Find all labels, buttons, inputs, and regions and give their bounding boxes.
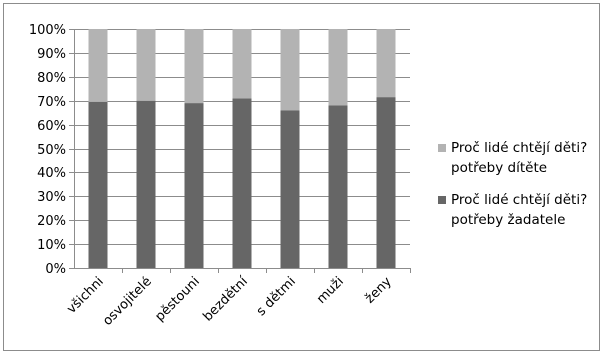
y-tick-label: 40% [37, 166, 66, 181]
bar-segment [88, 29, 108, 102]
y-tick-label: 0% [45, 262, 66, 277]
bar-segment [328, 29, 348, 106]
bar-segment [376, 29, 396, 98]
bar-segment [136, 29, 156, 101]
y-tick-label: 10% [37, 238, 66, 253]
bar-segment [232, 29, 252, 99]
legend-label: potřeby dítěte [451, 160, 547, 176]
y-tick-label: 70% [37, 95, 66, 110]
bar-segment [136, 100, 156, 268]
legend-swatch [438, 144, 446, 152]
legend-label: Proč lidé chtějí děti? [451, 192, 587, 208]
y-tick-label: 100% [29, 23, 66, 38]
bar-segment [280, 110, 300, 268]
x-tick-label: všichni [64, 274, 107, 317]
x-tick-label: osvojitelé [100, 274, 155, 329]
x-tick-label: ženy [362, 274, 395, 307]
legend-label: Proč lidé chtějí děti? [451, 140, 587, 156]
y-tick-label: 20% [37, 214, 66, 229]
legend-label: potřeby žadatele [451, 212, 565, 228]
y-tick-label: 80% [37, 71, 66, 86]
y-tick-label: 50% [37, 143, 66, 158]
bar-segment [184, 29, 204, 104]
y-tick-label: 60% [37, 119, 66, 134]
x-tick-label: muži [314, 274, 347, 307]
legend-swatch [438, 196, 446, 204]
x-tick-label: s dětmi [254, 274, 299, 319]
bar-segment [184, 103, 204, 268]
x-tick-label: bezdětní [200, 274, 251, 325]
y-tick-label: 90% [37, 47, 66, 62]
x-tick-label: pěstouni [153, 274, 203, 324]
bar-segment [376, 97, 396, 269]
bar-segment [232, 98, 252, 268]
bar-segment [280, 29, 300, 111]
bar-segment [88, 101, 108, 269]
y-tick-label: 30% [37, 190, 66, 205]
bar-segment [328, 105, 348, 268]
